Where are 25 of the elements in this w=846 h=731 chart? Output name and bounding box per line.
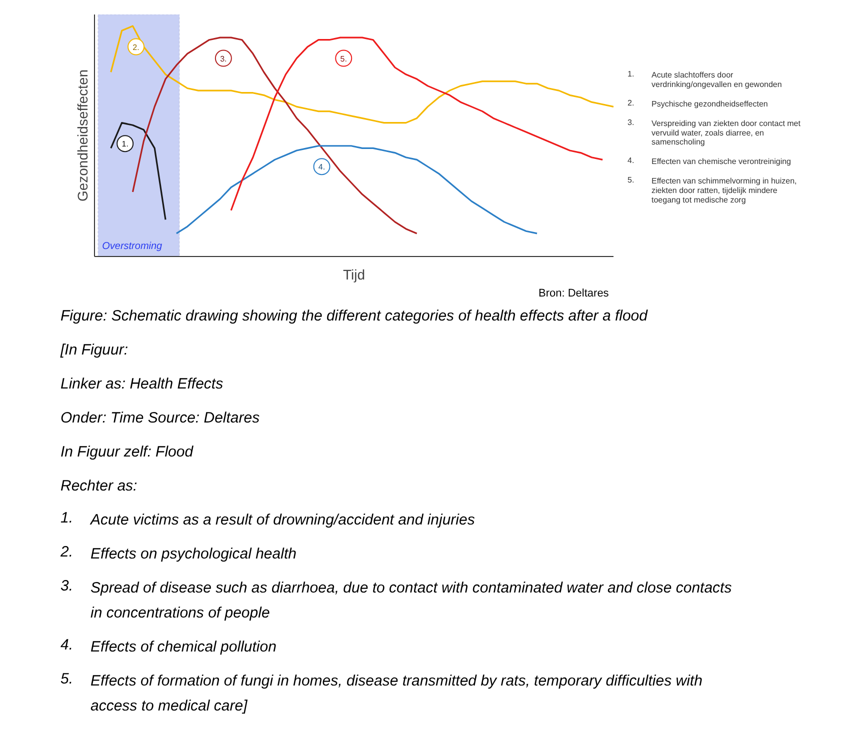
text: Rechter as: [60, 478, 138, 494]
text: 1. Acute slachtoffers door verdrinking/ongevallen en gewonden [628, 70, 782, 89]
text: 4. Effecten van chemische verontreiniging [628, 156, 791, 166]
text: 5. Effects of formation of fungi in homes, disease transmitted by rats, temporary difficulties with access to medical care] [60, 670, 702, 714]
x-axis-title: Tijd [342, 266, 366, 282]
text: Bron: Deltares [538, 288, 610, 300]
y-axis-title: Gezondheidseffecten [74, 69, 90, 202]
text: 5. Effecten van schimmelvorming in huizen, ziekten door ratten, tijdelijk mindere toegang tot medische zorg [628, 176, 797, 204]
series-label: 2. [132, 42, 140, 52]
series-label: 1. [122, 140, 128, 149]
text: Linker as: Health Effects [60, 376, 224, 392]
annotation: Overstroming [102, 240, 163, 252]
text: 4. Effects of chemical pollution [60, 636, 276, 656]
text: 5. [340, 54, 347, 64]
text: 1. Acute victims as a result of drowning/accident and injuries [60, 510, 476, 528]
text: [In Figuur: [60, 342, 128, 358]
text: 3. Verspreiding van ziekten door contact met vervuild water, zoals diarree, en samenscholing [628, 118, 800, 147]
text: 2. Psychische gezondheidseffecten [628, 98, 768, 108]
text: 4. [318, 162, 326, 172]
text: 3. [220, 54, 227, 64]
text: Figure: Schematic drawing showing the different categories of health effects after a flood [60, 308, 648, 324]
text: In Figuur zelf: Flood [60, 444, 194, 460]
text: 2. Effects on psychological health [60, 544, 296, 562]
text: 3. Spread of disease such as diarrhoea, due to contact with contaminated water and close contacts in concentrations of people [60, 578, 732, 622]
text: Onder: Time Source: Deltares [60, 410, 260, 426]
